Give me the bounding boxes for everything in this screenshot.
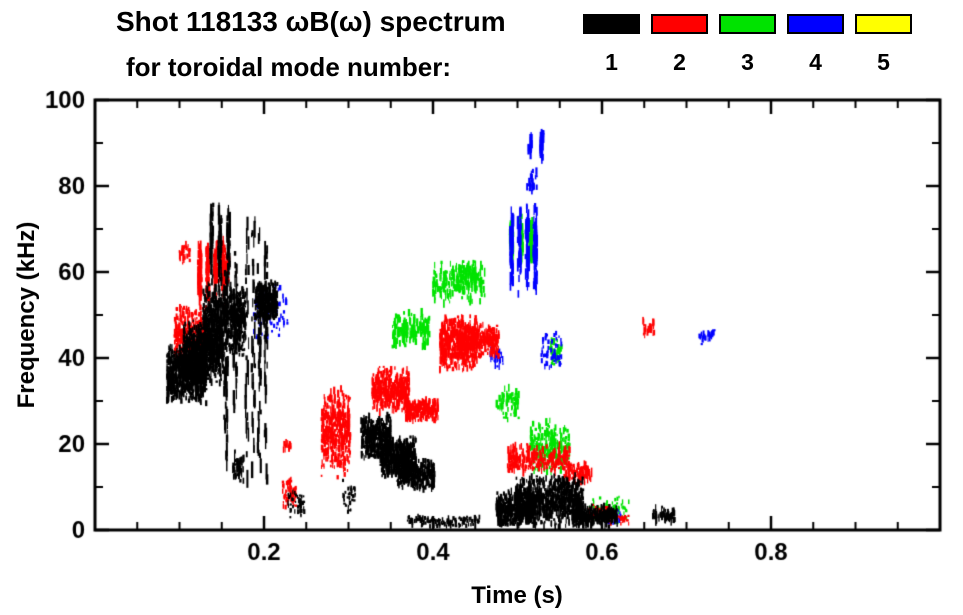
chart-title: Shot 118133 ωB(ω) spectrum: [116, 6, 506, 37]
legend-item-mode-4: 4: [787, 14, 844, 76]
legend-item-mode-1: 1: [583, 14, 640, 76]
legend-label: 2: [673, 49, 686, 75]
legend-swatch-mode-4: [787, 14, 844, 34]
chart-subtitle: for toroidal mode number:: [126, 52, 451, 82]
legend-swatch-mode-1: [583, 14, 640, 34]
legend-label: 4: [809, 49, 822, 75]
legend-item-mode-5: 5: [855, 14, 912, 76]
legend-swatch-mode-3: [719, 14, 776, 34]
legend-item-mode-2: 2: [651, 14, 708, 76]
legend-label: 5: [877, 49, 890, 75]
legend-swatch-mode-5: [855, 14, 912, 34]
legend-label: 3: [741, 49, 754, 75]
legend-item-mode-3: 3: [719, 14, 776, 76]
mode-legend: 1 2 3 4 5: [583, 14, 912, 76]
y-axis-label: Frequency (kHz): [13, 221, 40, 409]
legend-label: 1: [605, 49, 618, 75]
x-axis-label: Time (s): [471, 582, 563, 609]
legend-swatch-mode-2: [651, 14, 708, 34]
